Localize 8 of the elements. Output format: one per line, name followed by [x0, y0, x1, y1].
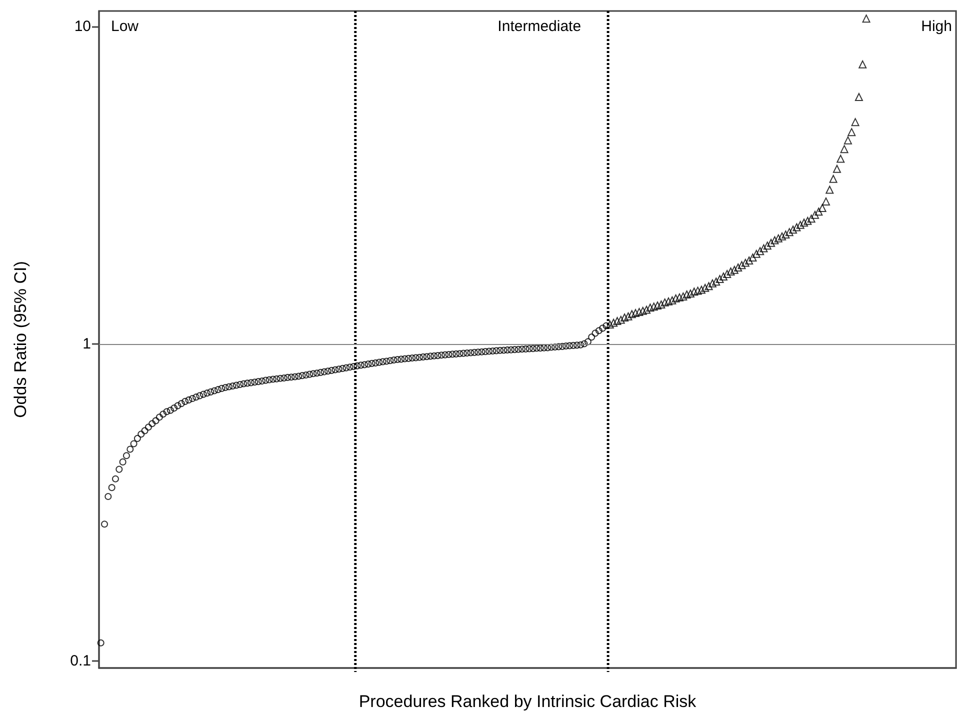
annotation: High — [921, 18, 952, 35]
y-tick-label: 0.1 — [70, 652, 91, 670]
annotation: Intermediate — [498, 18, 582, 35]
annotation: Low — [111, 18, 139, 35]
y-axis-title: Odds Ratio (95% CI) — [11, 261, 30, 418]
y-tick-label: 10 — [74, 18, 91, 36]
y-tick-label: 1 — [82, 335, 91, 352]
x-axis-title: Procedures Ranked by Intrinsic Cardiac Risk — [358, 692, 697, 711]
